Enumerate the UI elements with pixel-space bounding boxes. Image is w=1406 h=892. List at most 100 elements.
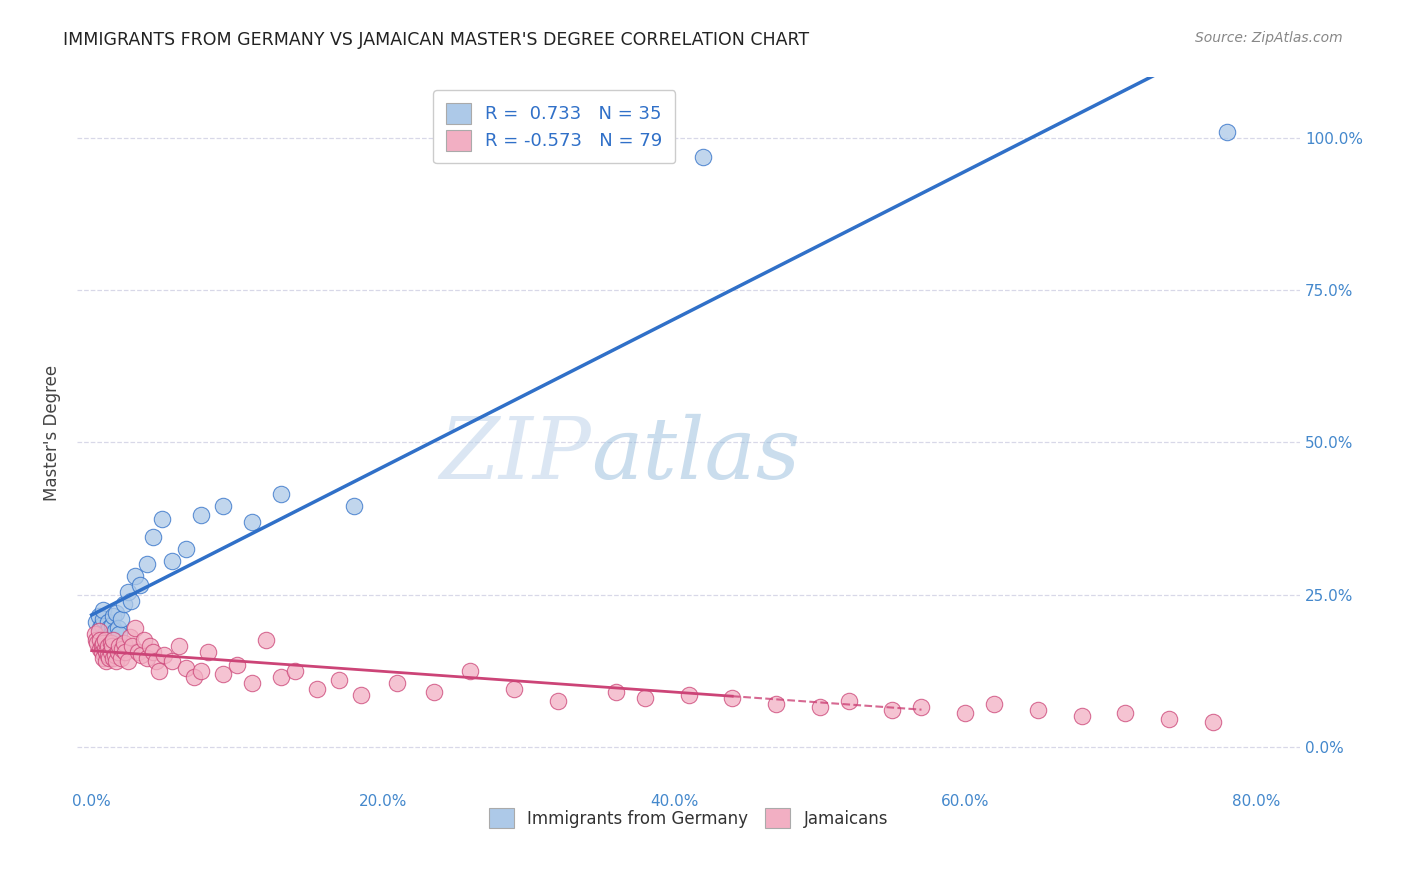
Point <box>90 618 112 632</box>
Point <box>142 530 165 544</box>
Point <box>91 651 114 665</box>
Point <box>89 633 111 648</box>
Point <box>114 645 136 659</box>
Point <box>240 515 263 529</box>
Point <box>174 660 197 674</box>
Point <box>91 612 114 626</box>
Text: Source: ZipAtlas.com: Source: ZipAtlas.com <box>1195 31 1343 45</box>
Point <box>103 608 125 623</box>
Point <box>211 500 233 514</box>
Point <box>882 703 904 717</box>
Point <box>89 642 111 657</box>
Point <box>124 621 146 635</box>
Point <box>128 578 150 592</box>
Legend: Immigrants from Germany, Jamaicans: Immigrants from Germany, Jamaicans <box>482 802 894 834</box>
Point <box>153 648 176 663</box>
Point <box>94 633 117 648</box>
Text: ZIP: ZIP <box>439 413 591 496</box>
Point <box>97 648 120 663</box>
Point <box>174 541 197 556</box>
Point <box>108 640 131 654</box>
Point <box>98 651 121 665</box>
Point <box>83 627 105 641</box>
Point <box>87 608 110 623</box>
Point <box>953 706 976 721</box>
Point <box>678 688 700 702</box>
Point <box>120 593 142 607</box>
Point <box>983 697 1005 711</box>
Point <box>1070 709 1092 723</box>
Point <box>121 640 143 654</box>
Point <box>105 655 128 669</box>
Point <box>136 557 159 571</box>
Point <box>190 664 212 678</box>
Point <box>150 511 173 525</box>
Point <box>124 569 146 583</box>
Point <box>254 633 277 648</box>
Point <box>1201 715 1223 730</box>
Point <box>139 640 162 654</box>
Point <box>167 640 190 654</box>
Text: IMMIGRANTS FROM GERMANY VS JAMAICAN MASTER'S DEGREE CORRELATION CHART: IMMIGRANTS FROM GERMANY VS JAMAICAN MAST… <box>63 31 810 49</box>
Point <box>160 655 183 669</box>
Point <box>96 645 118 659</box>
Point <box>97 640 120 654</box>
Point <box>84 615 107 629</box>
Point <box>183 670 205 684</box>
Point <box>110 651 132 665</box>
Point <box>502 681 524 696</box>
Point <box>270 487 292 501</box>
Point <box>112 636 135 650</box>
Text: atlas: atlas <box>591 413 800 496</box>
Point <box>148 664 170 678</box>
Point <box>1157 712 1180 726</box>
Point <box>910 700 932 714</box>
Point <box>96 633 118 648</box>
Point <box>100 627 122 641</box>
Point <box>270 670 292 684</box>
Point <box>721 690 744 705</box>
Point <box>107 621 129 635</box>
Point <box>190 508 212 523</box>
Point <box>105 606 128 620</box>
Point <box>96 655 118 669</box>
Point <box>423 685 446 699</box>
Point <box>94 642 117 657</box>
Point <box>100 645 122 659</box>
Point <box>84 633 107 648</box>
Y-axis label: Master's Degree: Master's Degree <box>44 365 60 501</box>
Point <box>90 645 112 659</box>
Point <box>91 603 114 617</box>
Point <box>343 500 366 514</box>
Point <box>91 636 114 650</box>
Point <box>458 664 481 678</box>
Point <box>108 627 131 641</box>
Point <box>211 666 233 681</box>
Point <box>197 645 219 659</box>
Point <box>132 633 155 648</box>
Point <box>605 685 627 699</box>
Point <box>692 149 714 163</box>
Point <box>307 681 329 696</box>
Point <box>1026 703 1049 717</box>
Point <box>387 675 409 690</box>
Point <box>112 597 135 611</box>
Point <box>118 630 141 644</box>
Point <box>1216 125 1239 139</box>
Point <box>547 694 569 708</box>
Point <box>1114 706 1136 721</box>
Point <box>142 645 165 659</box>
Point <box>136 651 159 665</box>
Point <box>110 612 132 626</box>
Point <box>838 694 860 708</box>
Point <box>117 655 139 669</box>
Point <box>127 645 149 659</box>
Point <box>97 615 120 629</box>
Point <box>89 621 111 635</box>
Point <box>87 624 110 638</box>
Point <box>107 645 129 659</box>
Point <box>103 633 125 648</box>
Point <box>240 675 263 690</box>
Point <box>328 673 350 687</box>
Point <box>101 640 124 654</box>
